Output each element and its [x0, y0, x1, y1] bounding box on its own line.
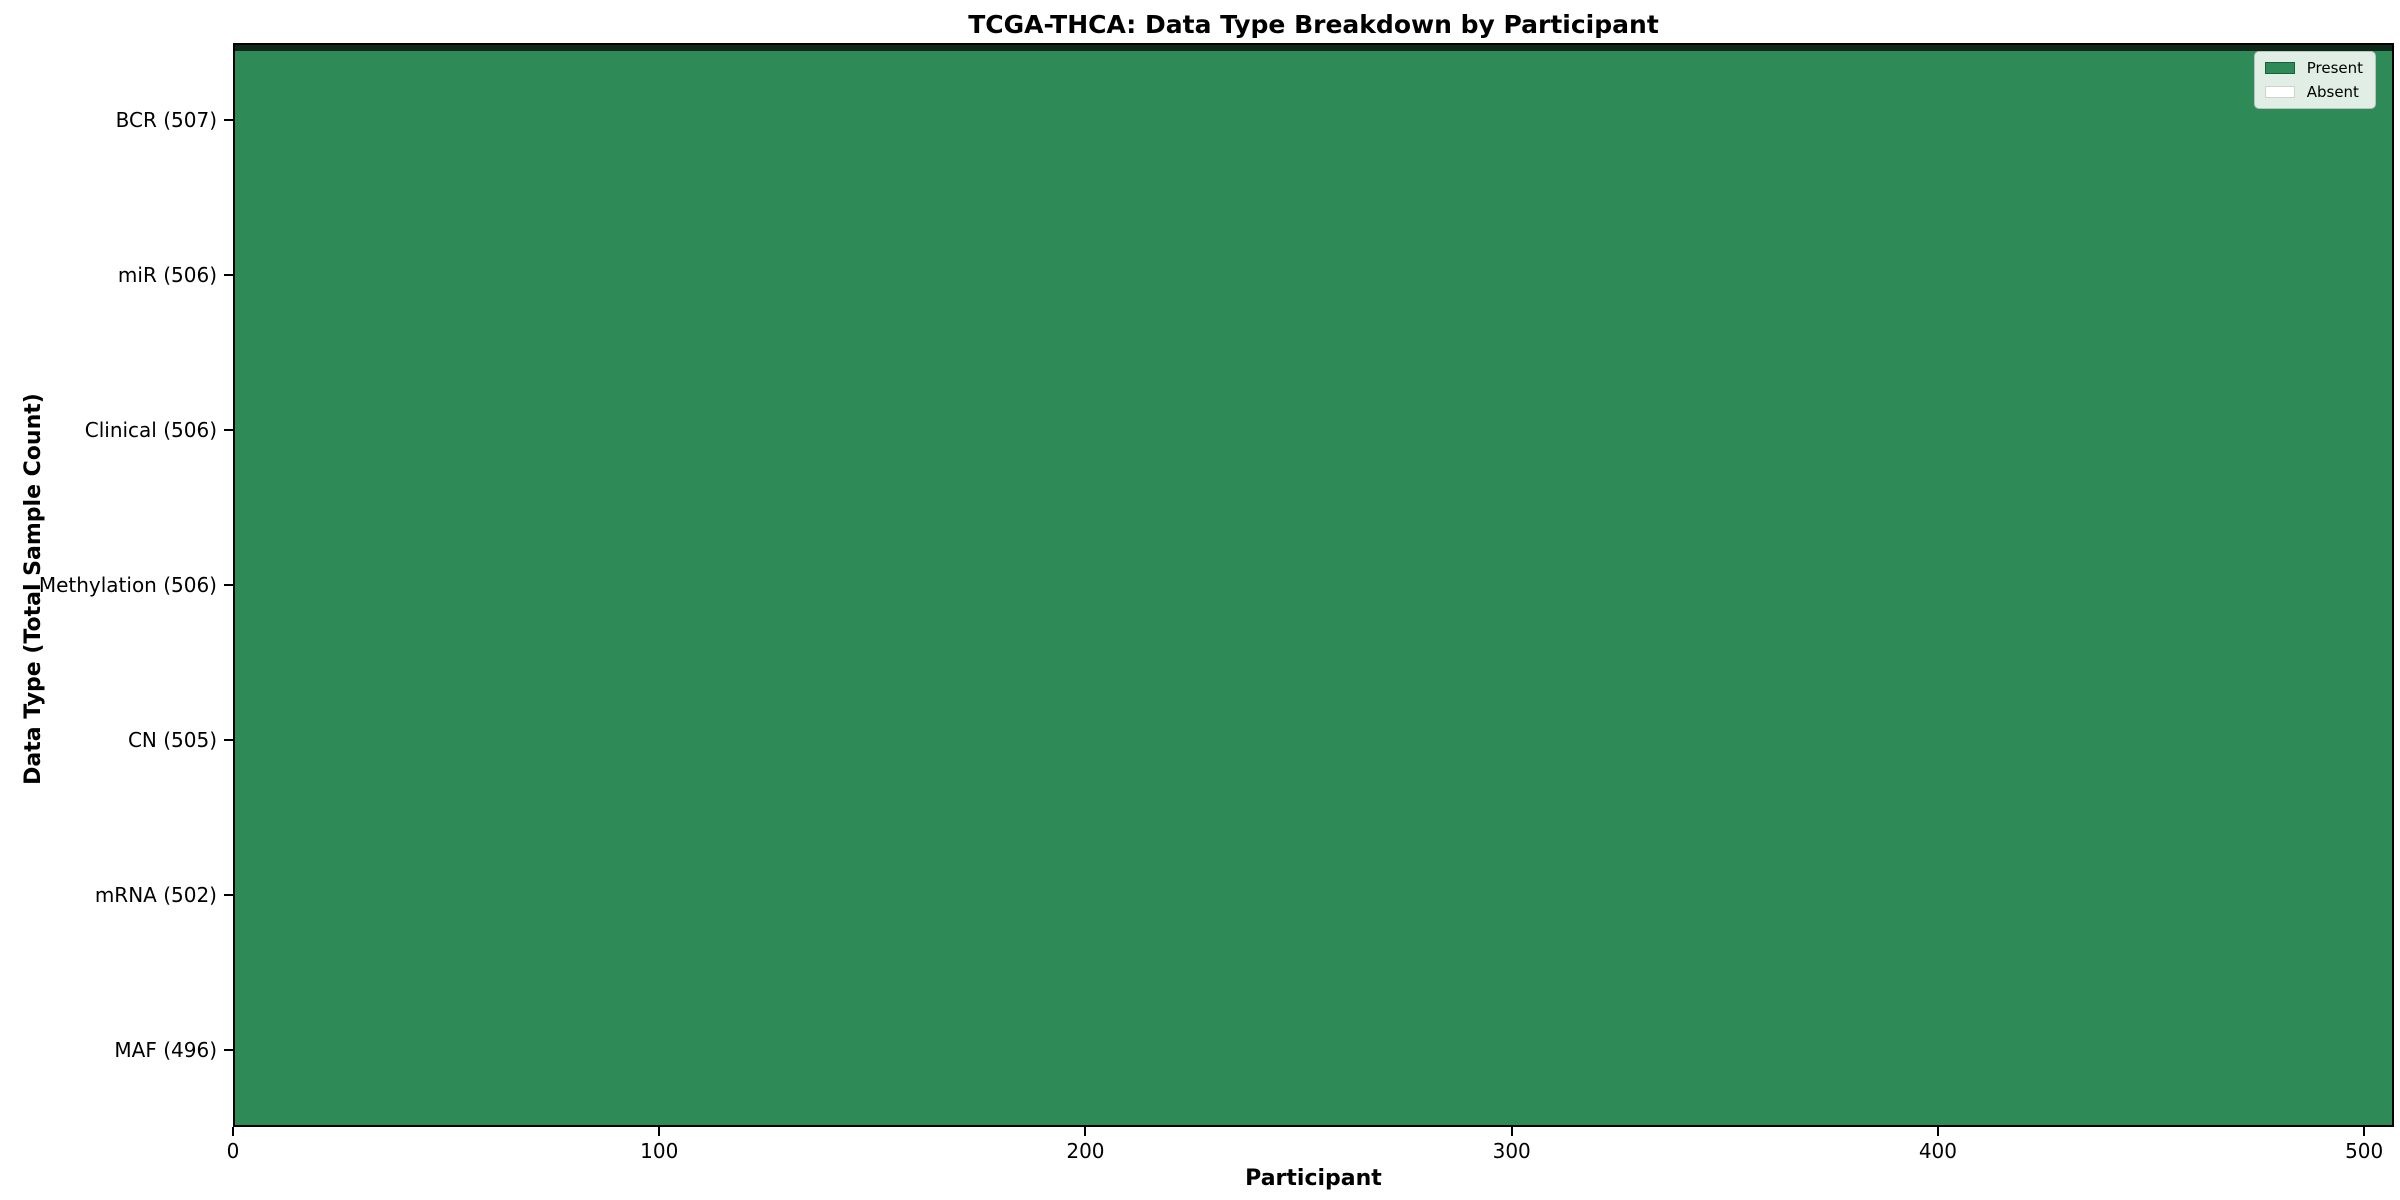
y-tick-label-mir: miR (506) [117, 263, 217, 288]
x-tick-label-100: 100 [640, 1139, 679, 1163]
y-tick-mark [224, 738, 233, 741]
y-tick-label-bcr: BCR (507) [115, 108, 217, 133]
heatmap-row-clinical [235, 47, 2392, 48]
heatmap-rows [235, 45, 2392, 51]
present-swatch-icon [2264, 62, 2295, 74]
x-tick-label-200: 200 [1066, 1139, 1105, 1163]
y-tick-label-cn: CN (505) [127, 727, 217, 752]
x-tick-mark [1084, 1127, 1087, 1136]
legend-entry-absent: Absent [2264, 83, 2363, 101]
legend: Present Absent [2253, 51, 2376, 109]
x-tick-label-0: 0 [226, 1139, 240, 1163]
y-tick-label-maf: MAF (496) [114, 1037, 217, 1062]
y-tick-mark [224, 119, 233, 122]
x-tick-label-300: 300 [1492, 1139, 1531, 1163]
legend-entry-present: Present [2264, 59, 2363, 77]
y-tick-mark [224, 274, 233, 277]
heatmap-row-mrna [235, 50, 2392, 51]
heatmap-row-bcr [235, 45, 2392, 46]
heatmap-row-cn [235, 49, 2392, 50]
x-tick-mark [2363, 1127, 2366, 1136]
y-tick-label-clinical: Clinical (506) [84, 418, 217, 443]
x-tick-label-400: 400 [1918, 1139, 1958, 1163]
y-tick-label-mrna: mRNA (502) [94, 882, 217, 907]
x-tick-mark [1510, 1127, 1513, 1136]
x-axis-label: Participant [1245, 1166, 1382, 1191]
heatmap-row-methylation [235, 48, 2392, 49]
x-tick-label-500: 500 [2345, 1139, 2384, 1163]
y-tick-mark [224, 429, 233, 432]
x-tick-mark [658, 1127, 661, 1136]
x-tick-mark [232, 1127, 234, 1136]
legend-present-label: Present [2306, 59, 2363, 77]
chart-title: TCGA-THCA: Data Type Breakdown by Partic… [968, 10, 1659, 39]
y-tick-label-methylation: Methylation (506) [38, 573, 217, 597]
y-tick-mark [224, 893, 233, 896]
y-tick-mark [224, 1048, 233, 1051]
heatmap-plot: Present Absent [233, 43, 2394, 1127]
heatmap-row-mir [235, 46, 2392, 47]
absent-swatch-icon [2264, 86, 2295, 98]
legend-absent-label: Absent [2306, 83, 2359, 101]
x-tick-mark [1936, 1127, 1939, 1136]
y-tick-mark [224, 584, 233, 586]
